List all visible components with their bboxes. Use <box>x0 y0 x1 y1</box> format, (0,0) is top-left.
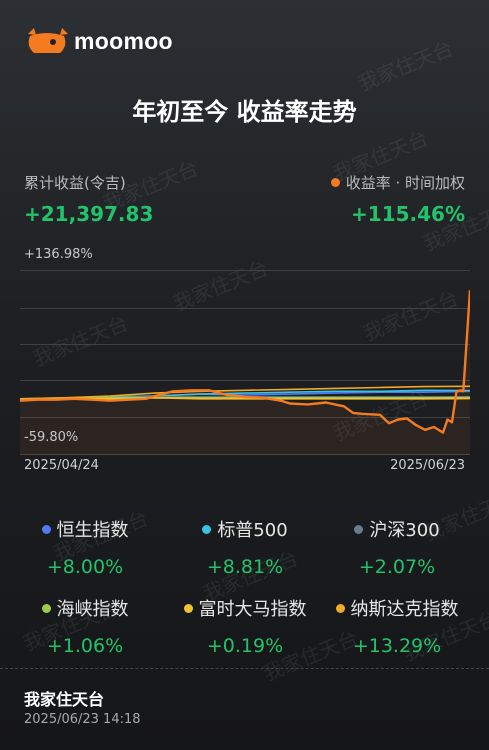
legend-item-hsi[interactable]: 恒生指数 +8.00% <box>10 516 160 578</box>
return-rate-label: 收益率 · 时间加权 <box>330 172 465 193</box>
cumulative-profit-label: 累计收益(令吉) <box>24 174 126 192</box>
grid-line-top <box>20 270 470 271</box>
grid-line <box>20 380 470 381</box>
legend-name: 沪深300 <box>369 520 440 541</box>
brand-name: moomoo <box>74 27 173 54</box>
grid-line <box>20 417 470 418</box>
moomoo-logo: moomoo <box>24 24 173 58</box>
legend-dot <box>41 524 51 534</box>
footer-username: 我家住天台 <box>24 690 105 709</box>
legend-item-klci[interactable]: 富时大马指数 +0.19% <box>170 595 320 657</box>
watermark-text: 我家住天台 <box>354 36 457 96</box>
return-rate-value: +115.46% <box>351 202 465 226</box>
x-start-label: 2025/04/24 <box>24 458 99 473</box>
y-min-label: -59.80% <box>24 430 79 445</box>
legend-value: +2.07% <box>358 556 436 578</box>
legend-value: +8.81% <box>206 556 284 578</box>
performance-chart[interactable] <box>20 270 470 455</box>
legend-item-nasdaq[interactable]: 纳斯达克指数 +13.29% <box>322 595 472 657</box>
legend-dot <box>354 524 364 534</box>
legend-value: +0.19% <box>206 635 284 657</box>
legend-dot <box>41 603 51 613</box>
legend-name: 标普500 <box>217 520 288 541</box>
legend-item-sti[interactable]: 海峡指数 +1.06% <box>10 595 160 657</box>
legend-name: 海峡指数 <box>56 599 129 620</box>
page-title: 年初至今 收益率走势 <box>132 98 357 126</box>
legend-name: 恒生指数 <box>56 520 129 541</box>
footer-timestamp: 2025/06/23 14:18 <box>24 712 141 727</box>
cumulative-profit-value: +21,397.83 <box>24 202 154 226</box>
grid-line-bottom <box>20 454 470 455</box>
x-end-label: 2025/06/23 <box>390 458 465 473</box>
return-area <box>20 290 470 455</box>
grid-line <box>20 344 470 345</box>
legend-item-sp500[interactable]: 标普500 +8.81% <box>170 516 320 578</box>
legend-value: +1.06% <box>46 635 124 657</box>
return-rate-label-text: 收益率 · 时间加权 <box>345 174 465 192</box>
legend-name: 纳斯达克指数 <box>350 599 459 620</box>
y-max-label: +136.98% <box>24 247 93 262</box>
grid-line <box>20 308 470 309</box>
footer-divider <box>0 668 489 670</box>
legend-value: +8.00% <box>46 556 124 578</box>
legend-item-csi300[interactable]: 沪深300 +2.07% <box>322 516 472 578</box>
legend-dot <box>335 603 345 613</box>
legend-dot <box>183 603 193 613</box>
legend-dot <box>202 524 212 534</box>
series-line-收益率 <box>20 290 470 434</box>
series-line-纳斯达克指数 <box>20 385 470 400</box>
bull-icon <box>28 28 68 53</box>
legend-value: +13.29% <box>352 635 442 657</box>
legend-name: 富时大马指数 <box>198 599 307 620</box>
return-rate-dot <box>330 178 340 187</box>
